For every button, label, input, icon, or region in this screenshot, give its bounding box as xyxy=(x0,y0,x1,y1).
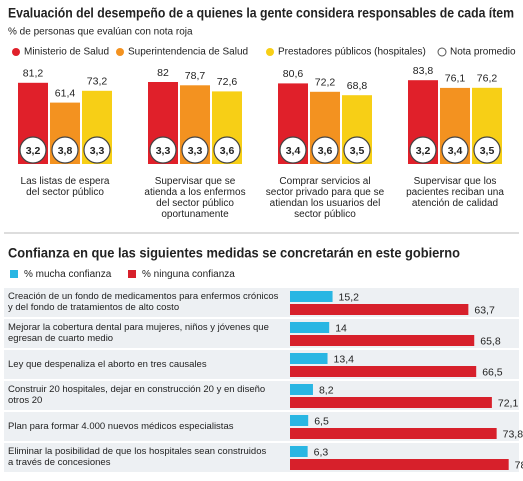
legend-label: Nota promedio xyxy=(450,47,516,58)
value-label: 66,5 xyxy=(482,366,503,378)
note-label: 3,6 xyxy=(318,145,333,157)
value-label: 76,2 xyxy=(477,73,498,85)
value-label: 15,2 xyxy=(339,291,360,303)
value-label: 78,7 xyxy=(185,70,206,82)
legend-label: Prestadores públicos (hospitales) xyxy=(278,47,426,58)
category-label: Ley que despenaliza el aborto en tres ca… xyxy=(8,359,207,370)
legend-label: Ministerio de Salud xyxy=(24,47,109,58)
note-label: 3,5 xyxy=(350,145,365,157)
bar xyxy=(290,415,309,426)
category-label: Plan para formar 4.000 nuevos médicos es… xyxy=(8,421,234,432)
legend-marker xyxy=(128,270,136,278)
value-label: 83,8 xyxy=(413,65,434,77)
legend-label: Superintendencia de Salud xyxy=(128,47,248,58)
note-circle xyxy=(149,136,177,164)
note-label: 3,3 xyxy=(188,145,203,157)
value-label: 81,2 xyxy=(23,68,44,80)
bar xyxy=(290,366,477,377)
value-label: 63,7 xyxy=(474,304,495,316)
value-label: 76,1 xyxy=(445,73,466,85)
chart-title: Confianza en que las siguientes medidas … xyxy=(8,246,460,261)
value-label: 73,2 xyxy=(87,76,108,88)
note-circle xyxy=(83,136,111,164)
value-label: 6,3 xyxy=(314,446,329,458)
note-circle xyxy=(279,136,307,164)
legend-marker xyxy=(10,270,18,278)
bar xyxy=(290,353,328,364)
note-label: 3,2 xyxy=(416,145,431,157)
category-label: Comprar servicios al sector privado para… xyxy=(265,176,385,220)
legend-marker xyxy=(116,48,124,56)
legend-label: % ninguna confianza xyxy=(142,269,235,280)
note-label: 3,3 xyxy=(156,145,171,157)
bar xyxy=(290,322,330,333)
value-label: 73,8 xyxy=(503,428,523,440)
bar xyxy=(290,428,497,439)
bar xyxy=(290,397,492,408)
note-label: 3,3 xyxy=(90,145,105,157)
bar xyxy=(290,335,475,346)
legend-marker xyxy=(266,48,274,56)
note-circle xyxy=(409,136,437,164)
category-label: Supervisar que los pacientes reciban una… xyxy=(406,176,504,209)
note-label: 3,2 xyxy=(26,145,41,157)
subtitle: % de personas que evalúan con nota roja xyxy=(8,27,193,38)
legend-marker xyxy=(437,47,447,57)
note-circle xyxy=(181,136,209,164)
legend-label: % mucha confianza xyxy=(24,269,112,280)
note-circle xyxy=(19,136,47,164)
bar xyxy=(290,384,313,395)
legend-marker xyxy=(12,48,20,56)
value-label: 68,8 xyxy=(347,80,368,92)
note-circle xyxy=(51,136,79,164)
note-circle xyxy=(311,136,339,164)
value-label: 82 xyxy=(157,67,169,79)
bar xyxy=(290,459,509,470)
value-label: 72,6 xyxy=(217,76,238,88)
note-label: 3,5 xyxy=(480,145,495,157)
value-label: 65,8 xyxy=(480,335,501,347)
bar xyxy=(290,304,469,315)
value-label: 13,4 xyxy=(334,353,355,365)
note-label: 3,6 xyxy=(220,145,235,157)
chart-title: Evaluación del desempeño de a quienes la… xyxy=(8,5,514,21)
note-circle xyxy=(213,136,241,164)
note-label: 3,4 xyxy=(448,145,463,157)
category-label: Mejorar la cobertura dental para mujeres… xyxy=(8,322,269,344)
value-label: 8,2 xyxy=(319,384,334,396)
note-circle xyxy=(441,136,469,164)
note-circle xyxy=(343,136,371,164)
value-label: 14 xyxy=(335,322,347,334)
category-label: Creación de un fondo de medicamentos par… xyxy=(8,291,279,313)
value-label: 72,2 xyxy=(315,77,336,89)
category-label: Las listas de espera del sector público xyxy=(20,176,110,198)
value-label: 61,4 xyxy=(55,87,76,99)
bar xyxy=(290,291,333,302)
bar xyxy=(290,446,308,457)
value-label: 72,1 xyxy=(498,397,519,409)
value-label: 80,6 xyxy=(283,68,304,80)
value-label: 6,5 xyxy=(314,415,329,427)
note-label: 3,8 xyxy=(58,145,73,157)
category-label: Supervisar que se atienda a los enfermos… xyxy=(144,176,246,220)
note-label: 3,4 xyxy=(286,145,301,157)
category-label: Eliminar la posibilidad de que los hospi… xyxy=(8,446,267,468)
note-circle xyxy=(473,136,501,164)
category-label: Construir 20 hospitales, dejar en constr… xyxy=(8,384,266,406)
value-label: 78,1 xyxy=(515,459,523,471)
